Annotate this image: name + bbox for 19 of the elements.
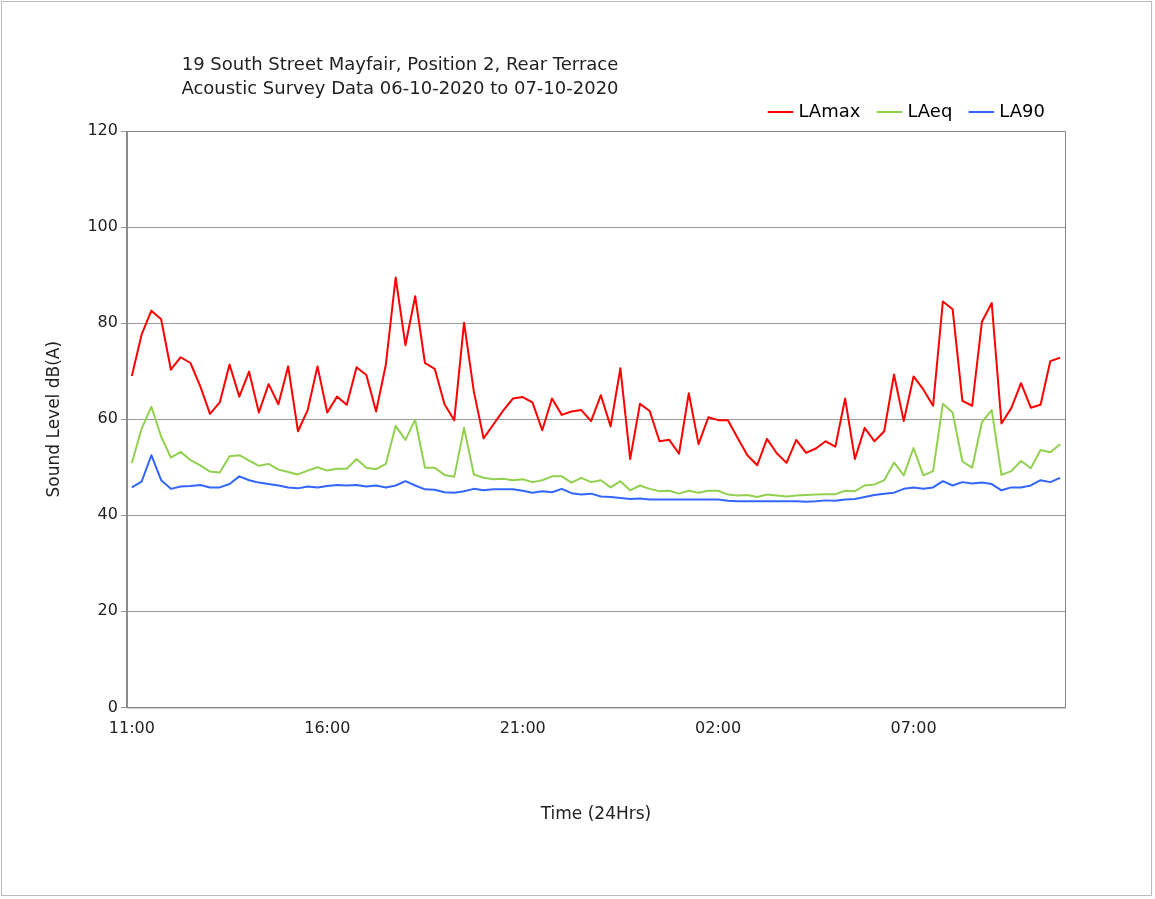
y-axis-title: Sound Level dB(A)	[42, 340, 63, 498]
y-tick-label: 0	[107, 696, 118, 716]
y-tick-label: 60	[97, 408, 118, 428]
legend-label: LAmax	[798, 99, 861, 121]
y-tick-label: 40	[97, 504, 118, 524]
y-tick-label: 100	[87, 216, 118, 236]
chart-subtitle: Acoustic Survey Data 06-10-2020 to 07-10-2020	[180, 76, 620, 100]
x-tick-label: 11:00	[108, 718, 155, 738]
legend-label: LA90	[999, 99, 1046, 121]
chart-title: 19 South Street Mayfair, Position 2, Rear Terrace	[180, 52, 620, 76]
x-tick-label: 02:00	[695, 718, 742, 738]
x-tick-label: 21:00	[499, 718, 546, 738]
legend-label: LAeq	[907, 99, 953, 121]
y-tick-label: 80	[97, 312, 118, 332]
y-tick-label: 120	[87, 120, 118, 140]
x-tick-label: 16:00	[304, 718, 351, 738]
y-tick-label: 20	[97, 600, 118, 620]
x-axis-title: Time (24Hrs)	[539, 803, 652, 824]
x-tick-label: 07:00	[890, 718, 937, 738]
